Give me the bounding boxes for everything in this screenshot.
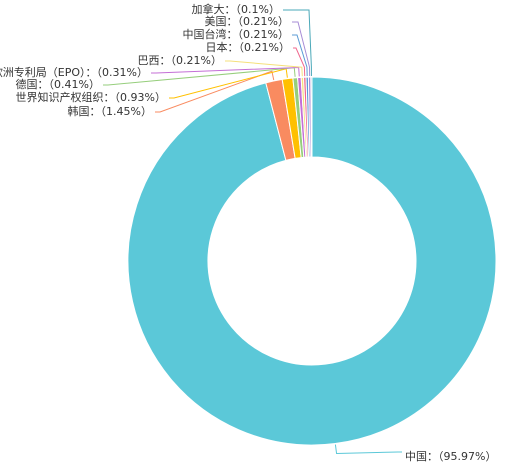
leader-line-1 [155,70,275,113]
leader-line-9 [283,9,312,77]
leader-line-7 [292,34,308,77]
slice-0 [127,76,497,446]
slice-label-8: 美国：（0.21%） [205,15,289,28]
leader-line-4 [151,66,300,77]
leader-line-5 [225,60,303,77]
slice-label-7: 中国台湾：（0.21%） [183,27,289,41]
slice-label-5: 巴西：（0.21%） [138,54,222,67]
leader-line-8 [292,21,311,77]
slice-label-1: 韩国：（1.45%） [68,104,152,118]
slice-label-4: 欧洲专利局（EPO）：（0.31%） [0,65,148,79]
slice-label-6: 日本：（0.21%） [206,40,290,54]
chart-leader-lines [103,9,402,454]
slice-9 [310,76,313,158]
slice-label-0: 中国：（95.97%） [405,450,496,463]
leader-line-3 [103,67,296,86]
chart-labels: 中国：（95.97%） 韩国：（1.45%）世界知识产权组织：（0.93%）德国：… [0,2,496,463]
slice-label-2: 世界知识产权组织：（0.93%） [16,90,166,104]
leader-line-6 [293,47,306,77]
slice-label-3: 德国：（0.41%） [16,77,100,91]
leader-line-0 [334,444,402,454]
chart-slices [127,76,497,446]
slice-label-9: 加拿大：（0.1%） [192,2,280,16]
leader-line-2 [169,68,288,99]
